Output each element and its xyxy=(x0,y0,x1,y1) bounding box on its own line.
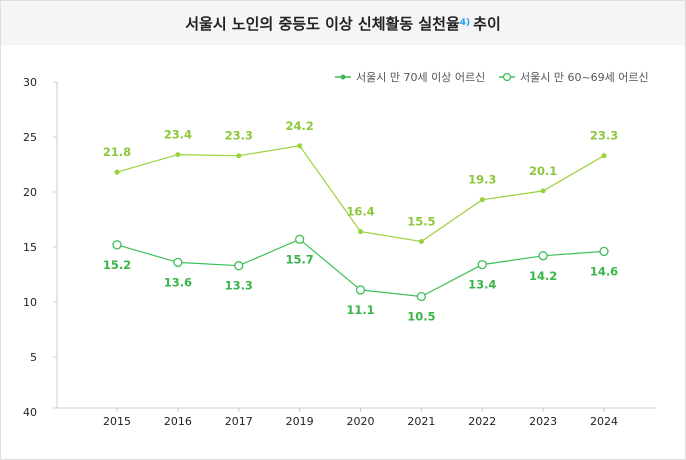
data-point xyxy=(234,261,244,271)
y-tick-label: 10 xyxy=(23,296,37,309)
data-point xyxy=(112,240,122,250)
data-label: 13.3 xyxy=(225,279,253,293)
data-point xyxy=(173,257,183,268)
data-label: 13.4 xyxy=(468,278,496,292)
x-tick-label: 2023 xyxy=(529,415,557,428)
y-tick-label: 20 xyxy=(23,186,37,199)
x-tick-label: 2015 xyxy=(103,415,131,428)
data-point xyxy=(479,197,485,203)
data-label: 20.1 xyxy=(529,164,557,178)
data-point xyxy=(355,285,366,295)
title-footnote: 4) xyxy=(459,18,471,28)
data-label: 15.7 xyxy=(285,252,313,266)
data-point xyxy=(358,229,363,235)
data-point xyxy=(297,143,303,149)
y-tick-label: 5 xyxy=(30,351,37,364)
data-point xyxy=(236,153,242,159)
data-point xyxy=(540,188,546,194)
data-point xyxy=(416,291,427,302)
data-label: 13.6 xyxy=(164,275,192,289)
legend-marker xyxy=(502,72,512,82)
x-tick-label: 2020 xyxy=(347,415,375,428)
x-tick-label: 2021 xyxy=(407,415,435,428)
data-point xyxy=(114,169,120,175)
data-point xyxy=(538,251,548,261)
x-tick-label: 2017 xyxy=(225,415,253,428)
data-point xyxy=(477,259,487,270)
legend-label: 서울시 만 60~69세 어르신 xyxy=(520,71,649,84)
data-label: 10.5 xyxy=(407,310,435,324)
data-label: 14.6 xyxy=(590,264,618,278)
y-tick-label: 25 xyxy=(23,131,37,144)
data-label: 21.8 xyxy=(103,145,131,159)
y-tick-label: 15 xyxy=(23,241,37,254)
y-tick-label: 30 xyxy=(23,76,37,89)
data-label: 15.5 xyxy=(407,215,435,229)
legend-label: 서울시 만 70세 이상 어르신 xyxy=(356,71,485,84)
data-point xyxy=(599,246,609,257)
data-label: 19.3 xyxy=(468,173,496,187)
data-point xyxy=(418,239,424,244)
data-label: 14.2 xyxy=(529,269,557,283)
data-label: 16.4 xyxy=(346,205,374,219)
title-text: 서울시 노인의 중등도 이상 신체활동 실천율 xyxy=(185,14,460,33)
data-point xyxy=(175,152,181,158)
data-label: 23.3 xyxy=(590,129,618,143)
data-label: 23.4 xyxy=(164,128,192,142)
chart-title: 서울시 노인의 중등도 이상 신체활동 실천율 4) 추이 xyxy=(1,1,685,45)
y-tick-label: 40 xyxy=(23,406,37,419)
data-point xyxy=(601,153,607,159)
data-label: 11.1 xyxy=(346,303,374,317)
data-label: 24.2 xyxy=(285,119,313,133)
series-line xyxy=(116,145,605,243)
x-tick-label: 2022 xyxy=(468,415,496,428)
x-tick-label: 2016 xyxy=(164,415,192,428)
title-suffix: 추이 xyxy=(473,14,501,33)
data-point xyxy=(294,234,305,244)
data-label: 15.2 xyxy=(103,258,131,272)
x-tick-label: 2024 xyxy=(590,415,618,428)
x-tick-label: 2019 xyxy=(286,415,314,428)
legend-marker xyxy=(340,74,346,80)
data-label: 23.3 xyxy=(225,129,253,143)
